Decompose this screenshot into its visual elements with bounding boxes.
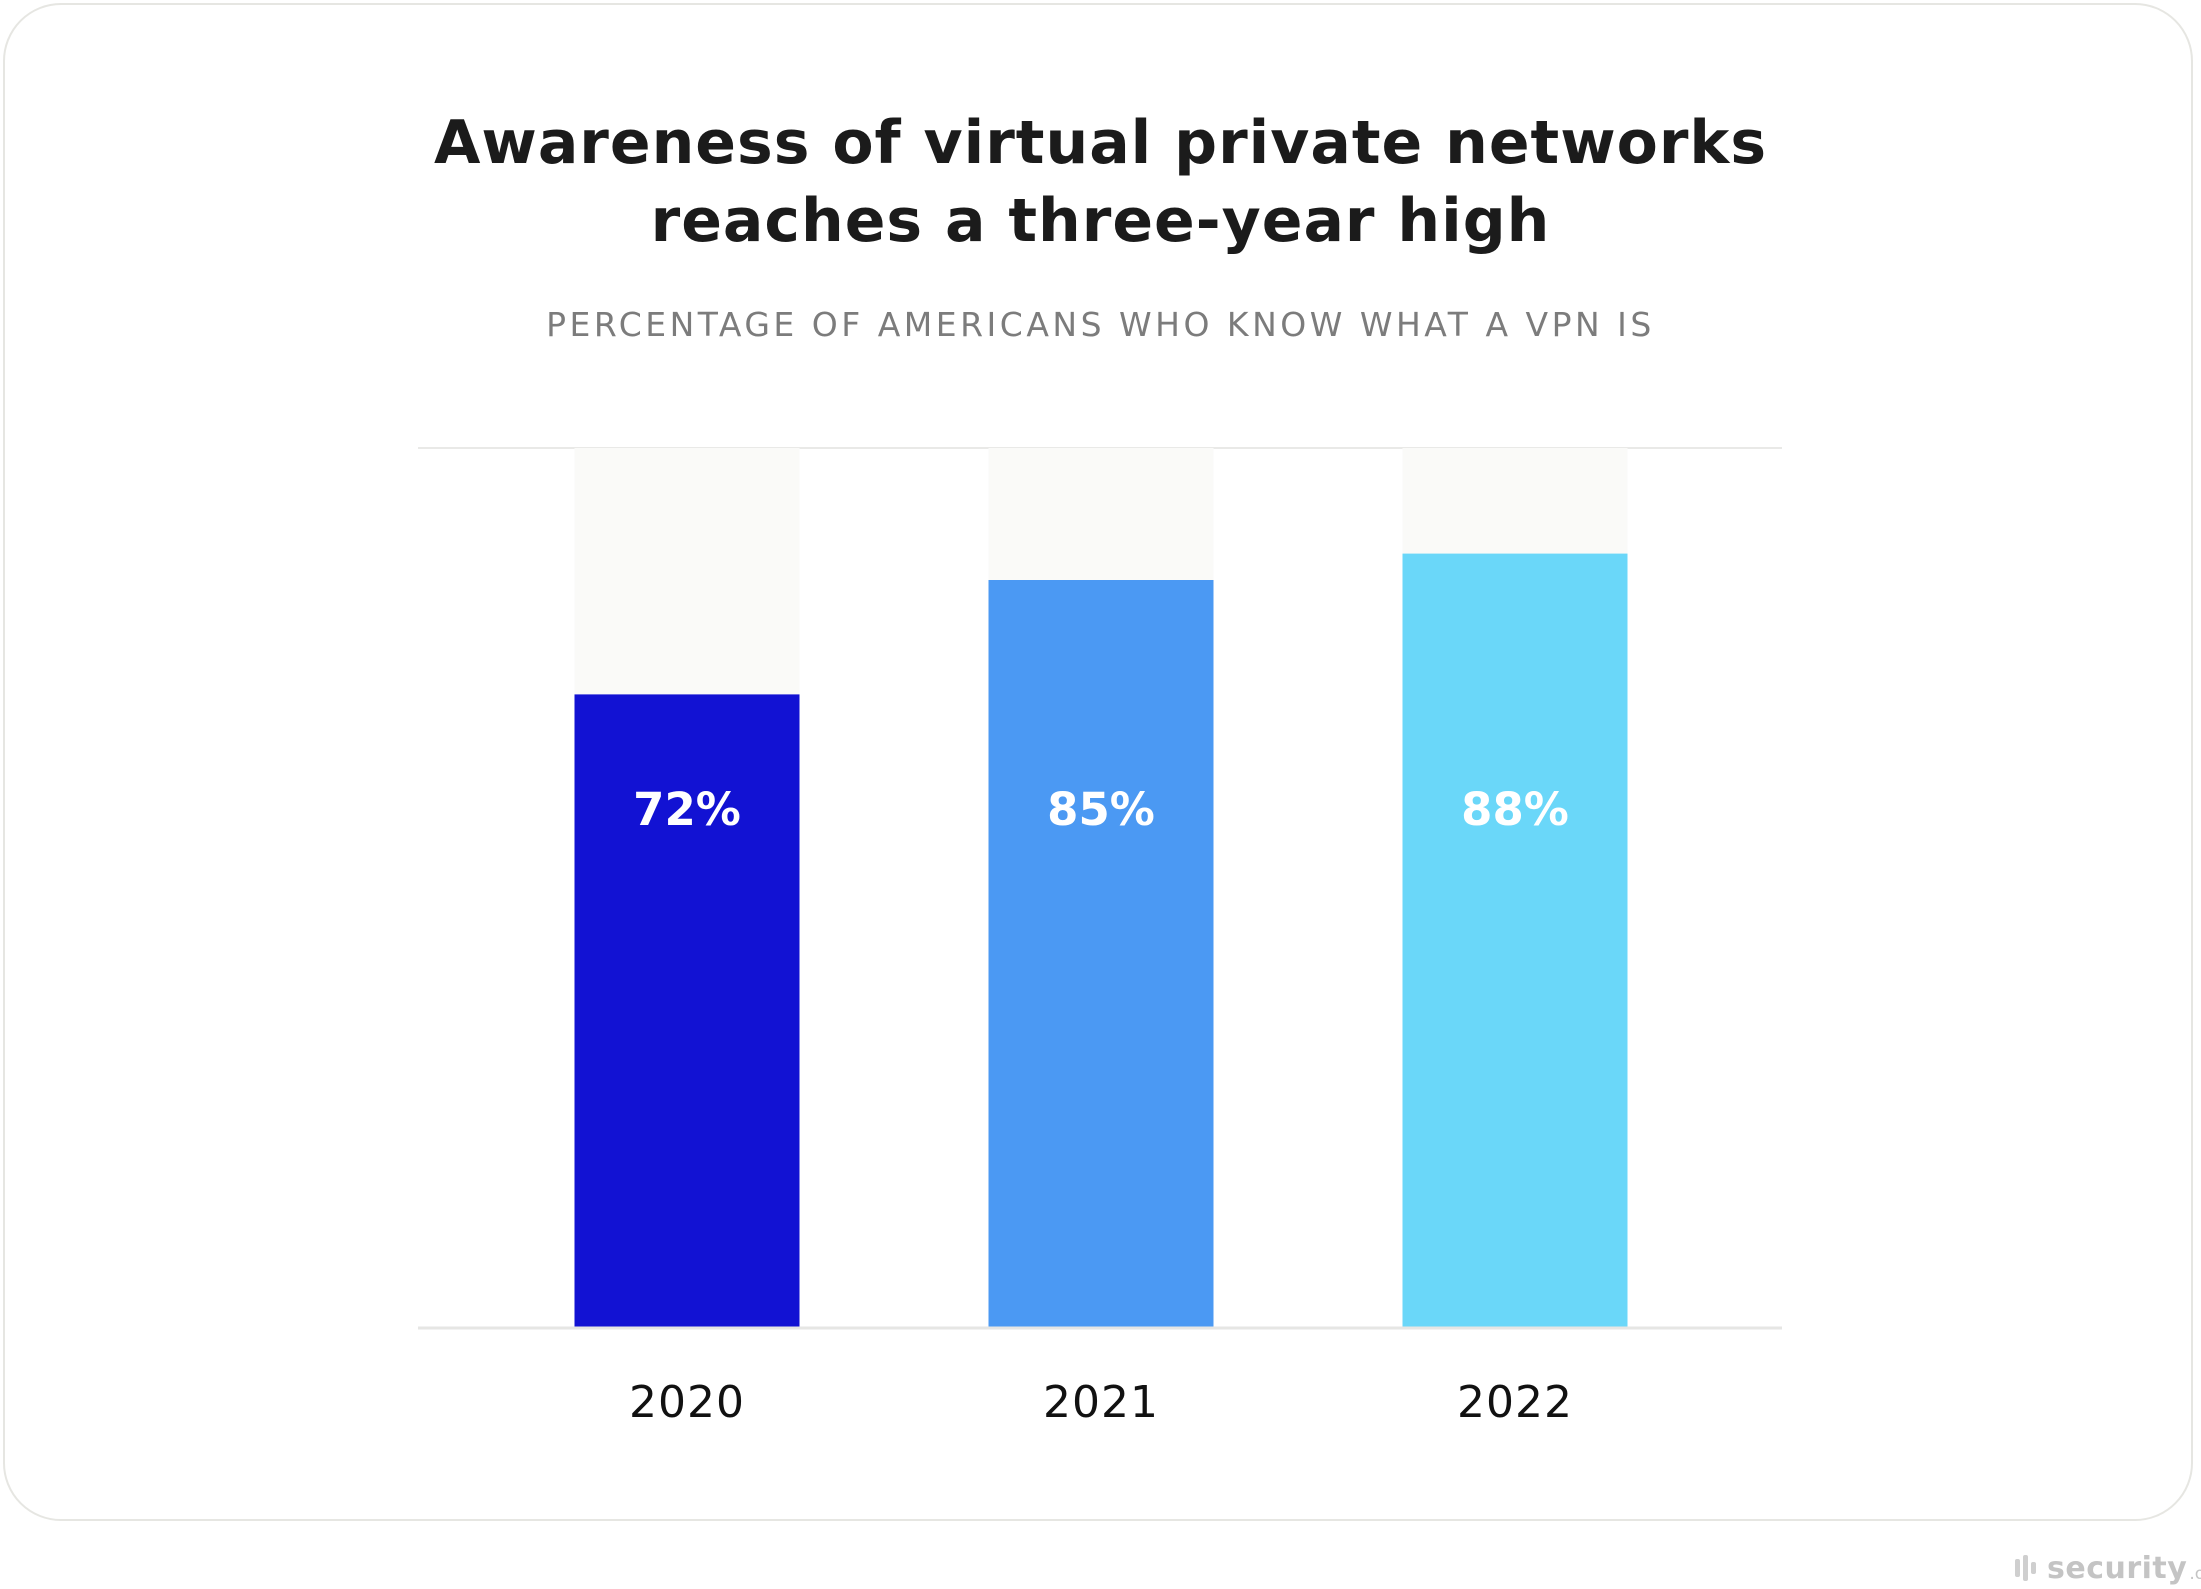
bar-value-label: 88% (1461, 783, 1569, 836)
security-logo-icon (2015, 1555, 2036, 1581)
watermark-name: security (2047, 1550, 2188, 1586)
x-tick-label: 2021 (1043, 1377, 1159, 1428)
watermark: security .org (2013, 1548, 2201, 1588)
chart-title-line-2: reaches a three-year high (650, 186, 1551, 256)
chart-subtitle: PERCENTAGE OF AMERICANS WHO KNOW WHAT A … (546, 305, 1655, 344)
x-tick-label: 2020 (629, 1377, 745, 1428)
x-tick-label: 2022 (1457, 1377, 1573, 1428)
chart-title-line-1: Awareness of virtual private networks (433, 108, 1768, 178)
bar-value-label: 85% (1047, 783, 1155, 836)
chart-title: Awareness of virtual private networks re… (0, 104, 2201, 260)
bar (1402, 553, 1628, 1328)
watermark-tld: .org (2189, 1564, 2201, 1584)
bar (574, 694, 800, 1328)
bar-value-label: 72% (633, 783, 741, 836)
bar (988, 580, 1214, 1328)
